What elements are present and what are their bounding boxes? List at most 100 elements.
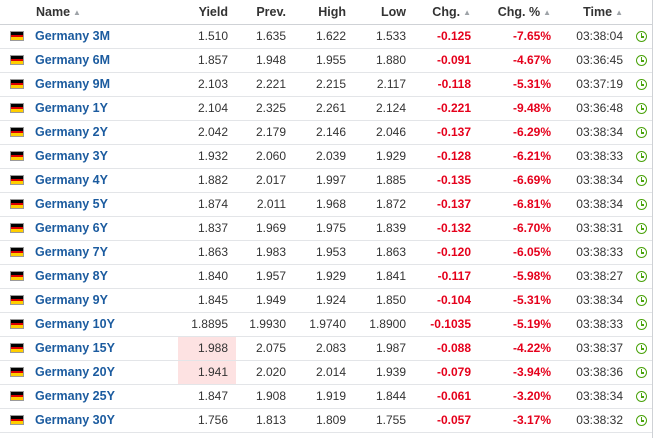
sort-icon[interactable]: ▲ — [615, 7, 623, 17]
clock-icon[interactable] — [636, 31, 647, 43]
clock-icon[interactable] — [636, 343, 647, 355]
bond-name-link[interactable]: Germany 6M — [35, 53, 111, 67]
column-header-name-label: Name — [36, 4, 71, 19]
table-row[interactable]: Germany 1Y 2.104 2.325 2.261 2.124 -0.221 -9.4… — [0, 96, 652, 121]
low-cell: 1.885 — [354, 168, 414, 193]
clock-icon[interactable] — [636, 319, 647, 331]
germany-flag-icon — [10, 271, 24, 281]
clock-icon[interactable] — [636, 271, 647, 283]
bond-name-link[interactable]: Germany 10Y — [35, 317, 115, 331]
bond-name-link[interactable]: Germany 25Y — [35, 389, 115, 403]
table-row[interactable]: Germany 6M 1.857 1.948 1.955 1.880 -0.091 -4.6… — [0, 48, 652, 73]
low-cell: 1.844 — [354, 384, 414, 409]
chg-cell: -0.137 — [414, 120, 479, 145]
clock-icon[interactable] — [636, 391, 647, 403]
table-row[interactable]: Germany 3Y 1.932 2.060 2.039 1.929 -0.128 -6.2… — [0, 144, 652, 169]
clock-cell — [631, 192, 652, 217]
clock-icon[interactable] — [636, 55, 647, 67]
table-row[interactable]: Germany 3M 1.510 1.635 1.622 1.533 -0.125 -7.6… — [0, 24, 652, 49]
table-row[interactable]: Germany 20Y 1.941 2.020 2.014 1.939 -0.079 -3.… — [0, 360, 652, 385]
bond-name-link[interactable]: Germany 1Y — [35, 101, 108, 115]
high-cell: 2.014 — [294, 360, 354, 385]
table-row[interactable]: Germany 9Y 1.845 1.949 1.924 1.850 -0.104 -5.3… — [0, 288, 652, 313]
sort-icon[interactable]: ▲ — [463, 7, 471, 17]
column-header-yield[interactable]: Yield — [178, 0, 236, 25]
time-cell: 03:38:34 — [559, 288, 631, 313]
high-cell: 1.955 — [294, 48, 354, 73]
clock-icon[interactable] — [636, 103, 647, 115]
yield-cell: 1.847 — [178, 384, 236, 409]
column-header-low[interactable]: Low — [354, 0, 414, 25]
bond-name-cell: Germany 6M — [0, 48, 178, 73]
clock-cell — [631, 408, 652, 433]
clock-icon[interactable] — [636, 247, 647, 259]
column-header-name[interactable]: Name ▲ — [0, 0, 178, 25]
column-header-chg-pct[interactable]: Chg. % ▲ — [479, 0, 559, 25]
column-header-time[interactable]: Time ▲ — [559, 0, 631, 25]
clock-icon[interactable] — [636, 151, 647, 163]
table-row[interactable]: Germany 5Y 1.874 2.011 1.968 1.872 -0.137 -6.8… — [0, 192, 652, 217]
column-header-chg-label: Chg. — [432, 4, 461, 19]
bond-name-link[interactable]: Germany 9M — [35, 77, 111, 91]
table-row[interactable]: Germany 7Y 1.863 1.983 1.953 1.863 -0.120 -6.0… — [0, 240, 652, 265]
bond-name-link[interactable]: Germany 8Y — [35, 269, 108, 283]
table-row[interactable]: Germany 4Y 1.882 2.017 1.997 1.885 -0.135 -6.6… — [0, 168, 652, 193]
clock-icon[interactable] — [636, 223, 647, 235]
low-cell: 1.872 — [354, 192, 414, 217]
chg-pct-cell: -5.31% — [479, 288, 559, 313]
table-row[interactable]: Germany 6Y 1.837 1.969 1.975 1.839 -0.132 -6.7… — [0, 216, 652, 241]
clock-icon[interactable] — [636, 127, 647, 139]
bond-name-link[interactable]: Germany 9Y — [35, 293, 108, 307]
column-header-yield-label: Yield — [198, 4, 228, 19]
bond-name-link[interactable]: Germany 20Y — [35, 365, 115, 379]
table-row[interactable]: Germany 9M 2.103 2.221 2.215 2.117 -0.118 -5.3… — [0, 72, 652, 97]
table-row[interactable]: Germany 8Y 1.840 1.957 1.929 1.841 -0.117 -5.9… — [0, 264, 652, 289]
table-row[interactable]: Germany 25Y 1.847 1.908 1.919 1.844 -0.061 -3.… — [0, 384, 652, 409]
bond-name-link[interactable]: Germany 15Y — [35, 341, 115, 355]
clock-icon[interactable] — [636, 79, 647, 91]
clock-icon[interactable] — [636, 175, 647, 187]
clock-cell — [631, 48, 652, 73]
bond-name-link[interactable]: Germany 3Y — [35, 149, 108, 163]
chg-cell: -0.117 — [414, 264, 479, 289]
clock-icon[interactable] — [636, 415, 647, 427]
bond-name-cell: Germany 2Y — [0, 120, 178, 145]
table-row[interactable]: Germany 2Y 2.042 2.179 2.146 2.046 -0.137 -6.2… — [0, 120, 652, 145]
bond-name-link[interactable]: Germany 2Y — [35, 125, 108, 139]
high-cell: 1.968 — [294, 192, 354, 217]
sort-icon[interactable]: ▲ — [73, 7, 81, 17]
clock-icon[interactable] — [636, 199, 647, 211]
bond-name-link[interactable]: Germany 6Y — [35, 221, 108, 235]
germany-flag-icon — [10, 127, 24, 137]
clock-icon[interactable] — [636, 367, 647, 379]
clock-cell — [631, 144, 652, 169]
low-cell: 2.046 — [354, 120, 414, 145]
yield-cell: 1.8895 — [178, 312, 236, 337]
table-row[interactable]: Germany 15Y 1.988 2.075 2.083 1.987 -0.088 -4.… — [0, 336, 652, 361]
bond-name-link[interactable]: Germany 7Y — [35, 245, 108, 259]
table-row[interactable]: Germany 10Y 1.8895 1.9930 1.9740 1.8900 -0.10… — [0, 312, 652, 337]
column-header-chg[interactable]: Chg. ▲ — [414, 0, 479, 25]
germany-flag-icon — [10, 295, 24, 305]
column-header-high[interactable]: High — [294, 0, 354, 25]
bond-name-link[interactable]: Germany 5Y — [35, 197, 108, 211]
bond-name-link[interactable]: Germany 4Y — [35, 173, 108, 187]
prev-cell: 1.9930 — [236, 312, 294, 337]
clock-cell — [631, 312, 652, 337]
chg-pct-cell: -5.19% — [479, 312, 559, 337]
time-cell: 03:38:36 — [559, 360, 631, 385]
chg-pct-cell: -6.70% — [479, 216, 559, 241]
column-header-prev[interactable]: Prev. — [236, 0, 294, 25]
clock-icon[interactable] — [636, 295, 647, 307]
table-row[interactable]: Germany 30Y 1.756 1.813 1.809 1.755 -0.057 -3.… — [0, 408, 652, 433]
yield-cell: 1.882 — [178, 168, 236, 193]
bond-name-cell: Germany 1Y — [0, 96, 178, 121]
germany-flag-icon — [10, 199, 24, 209]
bond-name-link[interactable]: Germany 3M — [35, 29, 111, 43]
bond-name-link[interactable]: Germany 30Y — [35, 413, 115, 427]
chg-pct-cell: -9.48% — [479, 96, 559, 121]
high-cell: 1.997 — [294, 168, 354, 193]
clock-cell — [631, 96, 652, 121]
prev-cell: 1.813 — [236, 408, 294, 433]
sort-icon[interactable]: ▲ — [543, 7, 551, 17]
